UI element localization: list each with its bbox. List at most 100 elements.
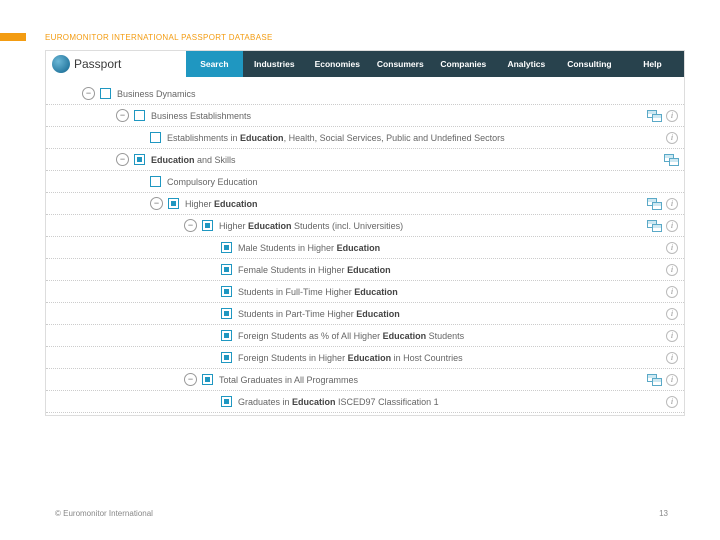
row-actions: i: [666, 132, 678, 144]
row-lead: Foreign Students in Higher Education in …: [46, 352, 463, 363]
expand-toggle-icon[interactable]: −: [82, 87, 95, 100]
row-label: Graduates in Education ISCED97 Classific…: [238, 397, 439, 407]
info-icon[interactable]: i: [666, 286, 678, 298]
row-label: Higher Education Students (incl. Univers…: [219, 221, 403, 231]
tree-row[interactable]: Graduates in Education ISCED97 Classific…: [46, 391, 684, 413]
info-icon[interactable]: i: [666, 330, 678, 342]
row-label: Education and Skills: [151, 155, 236, 165]
row-label: Business Dynamics: [117, 89, 196, 99]
row-lead: −Total Graduates in All Programmes: [46, 373, 358, 386]
info-icon[interactable]: i: [666, 264, 678, 276]
info-icon[interactable]: i: [666, 308, 678, 320]
row-lead: Compulsory Education: [46, 176, 258, 187]
checkbox[interactable]: [221, 242, 232, 253]
tree-row[interactable]: Female Students in Higher Education i: [46, 259, 684, 281]
nav-companies[interactable]: Companies: [432, 51, 495, 77]
tree-row[interactable]: Foreign Students as % of All Higher Educ…: [46, 325, 684, 347]
checkbox[interactable]: [202, 374, 213, 385]
checkbox[interactable]: [150, 176, 161, 187]
tree-row[interactable]: − Education and Skills: [46, 149, 684, 171]
row-lead: Students in Part-Time Higher Education: [46, 308, 400, 319]
info-icon[interactable]: i: [666, 110, 678, 122]
row-actions: i: [647, 110, 678, 122]
nav-consulting[interactable]: Consulting: [558, 51, 621, 77]
checkbox[interactable]: [221, 264, 232, 275]
data-grid-icon[interactable]: [647, 220, 661, 232]
row-label: Foreign Students in Higher Education in …: [238, 353, 463, 363]
data-grid-icon[interactable]: [664, 154, 678, 166]
row-actions: i: [666, 330, 678, 342]
checkbox[interactable]: [221, 352, 232, 363]
logo-text: Passport: [74, 57, 121, 71]
expand-toggle-icon[interactable]: −: [184, 219, 197, 232]
row-lead: Establishments in Education, Health, Soc…: [46, 132, 505, 143]
nav-analytics[interactable]: Analytics: [495, 51, 558, 77]
tree-row[interactable]: − Business Dynamics: [46, 83, 684, 105]
checkbox[interactable]: [202, 220, 213, 231]
expand-toggle-icon[interactable]: −: [116, 153, 129, 166]
row-lead: − Business Dynamics: [46, 87, 196, 100]
row-actions: i: [647, 374, 678, 386]
row-lead: Graduates in Education ISCED97 Classific…: [46, 396, 439, 407]
tree-row[interactable]: Establishments in Education, Health, Soc…: [46, 127, 684, 149]
tree-row[interactable]: − Higher Education Students (incl. Univer…: [46, 215, 684, 237]
row-label: Students in Full-Time Higher Education: [238, 287, 398, 297]
top-navbar: Passport Search Industries Economies Con…: [46, 51, 684, 77]
tree-row[interactable]: Students in Part-Time Higher Education i: [46, 303, 684, 325]
row-lead: Male Students in Higher Education: [46, 242, 380, 253]
info-icon[interactable]: i: [666, 396, 678, 408]
info-icon[interactable]: i: [666, 132, 678, 144]
app-window: Passport Search Industries Economies Con…: [45, 50, 685, 416]
tree-row[interactable]: Compulsory Education: [46, 171, 684, 193]
nav-help[interactable]: Help: [621, 51, 684, 77]
row-lead: − Higher Education Students (incl. Univer…: [46, 219, 403, 232]
checkbox[interactable]: [221, 308, 232, 319]
row-label: Foreign Students as % of All Higher Educ…: [238, 331, 464, 341]
logo[interactable]: Passport: [46, 51, 186, 77]
row-label: Establishments in Education, Health, Soc…: [167, 133, 505, 143]
checkbox[interactable]: [150, 132, 161, 143]
row-label: Business Establishments: [151, 111, 251, 121]
nav-consumers[interactable]: Consumers: [369, 51, 432, 77]
row-lead: Students in Full-Time Higher Education: [46, 286, 398, 297]
expand-toggle-icon[interactable]: −: [116, 109, 129, 122]
info-icon[interactable]: i: [666, 220, 678, 232]
tree-row[interactable]: Male Students in Higher Education i: [46, 237, 684, 259]
tree-row[interactable]: −Total Graduates in All Programmes i: [46, 369, 684, 391]
row-actions: i: [666, 308, 678, 320]
row-actions: [664, 154, 678, 166]
row-actions: i: [647, 220, 678, 232]
checkbox[interactable]: [168, 198, 179, 209]
checkbox[interactable]: [100, 88, 111, 99]
row-lead: − Higher Education: [46, 197, 258, 210]
row-lead: − Business Establishments: [46, 109, 251, 122]
checkbox[interactable]: [221, 330, 232, 341]
expand-toggle-icon[interactable]: −: [150, 197, 163, 210]
checkbox[interactable]: [134, 110, 145, 121]
nav-economies[interactable]: Economies: [306, 51, 369, 77]
tree-row[interactable]: Students in Full-Time Higher Education i: [46, 281, 684, 303]
slide-title: EUROMONITOR INTERNATIONAL PASSPORT DATAB…: [45, 33, 273, 42]
checkbox[interactable]: [221, 286, 232, 297]
data-grid-icon[interactable]: [647, 374, 661, 386]
row-label: Female Students in Higher Education: [238, 265, 391, 275]
tree-row[interactable]: − Higher Education i: [46, 193, 684, 215]
row-actions: i: [666, 352, 678, 364]
row-actions: i: [666, 242, 678, 254]
nav: Search Industries Economies Consumers Co…: [186, 51, 684, 77]
info-icon[interactable]: i: [666, 374, 678, 386]
checkbox[interactable]: [221, 396, 232, 407]
tree-row[interactable]: − Business Establishments i: [46, 105, 684, 127]
nav-industries[interactable]: Industries: [243, 51, 306, 77]
data-grid-icon[interactable]: [647, 198, 661, 210]
expand-toggle-icon[interactable]: −: [184, 373, 197, 386]
checkbox[interactable]: [134, 154, 145, 165]
info-icon[interactable]: i: [666, 352, 678, 364]
info-icon[interactable]: i: [666, 198, 678, 210]
row-label: Higher Education: [185, 199, 258, 209]
row-lead: Foreign Students as % of All Higher Educ…: [46, 330, 464, 341]
info-icon[interactable]: i: [666, 242, 678, 254]
tree-row[interactable]: Foreign Students in Higher Education in …: [46, 347, 684, 369]
nav-search[interactable]: Search: [186, 51, 243, 77]
data-grid-icon[interactable]: [647, 110, 661, 122]
